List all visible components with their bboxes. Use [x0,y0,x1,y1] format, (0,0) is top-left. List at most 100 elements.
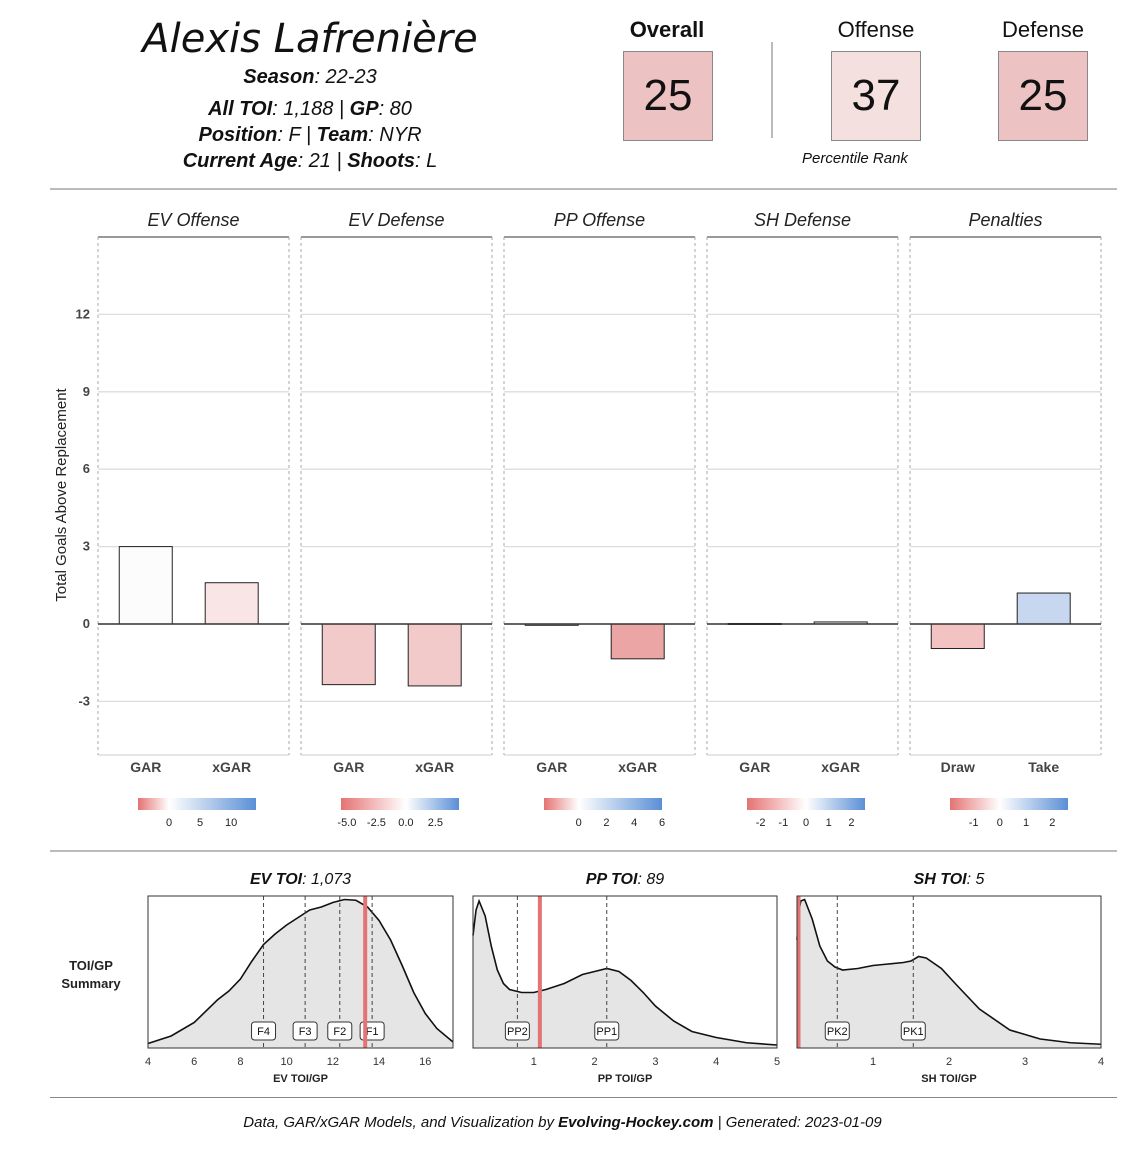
gp-label: GP [349,98,379,120]
density-area [473,901,777,1048]
row-label: Summary [61,976,121,991]
y-tick-label: 3 [83,539,90,554]
toi-label: All TOI [208,98,273,120]
footer-credit: Data, GAR/xGAR Models, and Visualization… [0,1114,1125,1131]
legend-tick-label: 1 [826,817,832,829]
panel-title-value: : 5 [967,871,985,888]
legend-tick-label: 6 [659,817,665,829]
bar [930,623,985,650]
bar [610,623,665,660]
age-value: : 21 | [297,150,348,172]
team-value: : NYR [368,124,422,146]
density-line [472,898,778,1046]
offense-score: 37 [831,51,921,141]
line-marker-box [594,1021,620,1041]
line-marker-label: F4 [257,1026,270,1038]
category-label: GAR [130,759,161,775]
line-marker-label: PP1 [596,1026,617,1038]
density-area [148,899,453,1048]
line-marker-label: F1 [366,1026,379,1038]
footer-divider [50,1097,1117,1098]
player-name: Alexis Lafrenière [142,16,478,62]
gp-value: : 80 [378,98,412,120]
x-tick-label: 8 [237,1056,243,1068]
density-line [796,898,1102,1046]
panel-title: EV Offense [147,210,239,230]
position-label: Position [198,124,278,146]
toi-density-chart: TOI/GP Summary EV TOI: 1,073 F4 F3 F2 F1 4 6 8 10 1… [61,871,1104,1085]
x-tick-label: 5 [774,1056,780,1068]
legend-tick-label: 2.5 [428,817,443,829]
x-axis-label: SH TOI/GP [921,1073,976,1085]
score-divider [771,42,773,138]
category-label: Take [1028,759,1059,775]
overall-label: Overall [629,17,705,42]
category-label: xGAR [821,759,860,775]
category-label: xGAR [618,759,657,775]
panel-title-label: SH TOI [914,871,968,888]
legend-tick-label: 2 [1049,817,1055,829]
line-marker-label: PP2 [507,1026,528,1038]
x-tick-label: 3 [1022,1056,1028,1068]
legend-tick-label: 0 [576,817,582,829]
x-tick-label: 12 [327,1056,339,1068]
y-tick-label: 0 [83,616,90,631]
gar-bar-chart: Total Goals Above Replacement129630-3EV … [53,210,1102,829]
bar [407,623,462,687]
x-tick-label: 10 [281,1056,293,1068]
x-tick-label: 6 [191,1056,197,1068]
line-marker-box [824,1021,850,1041]
season-label: Season [243,66,315,88]
season-value: : 22-23 [314,66,377,88]
y-tick-label: 6 [83,461,90,476]
x-tick-label: 4 [713,1056,719,1068]
panel-title: EV TOI: 1,073 [250,871,351,888]
line-marker-label: F3 [299,1026,312,1038]
line-marker-box [900,1021,926,1041]
panel-title-label: PP TOI [586,871,638,888]
category-label: GAR [333,759,364,775]
position-line: Position: F | Team: NYR [100,124,520,147]
shoots-label: Shoots [347,150,416,172]
panel-title-value: : 89 [637,871,664,888]
y-axis-label: Total Goals Above Replacement [53,387,70,601]
line-marker-box [327,1021,353,1041]
season-line: Season: 22-23 [100,66,520,89]
legend-tick-label: 0 [997,817,1003,829]
legend-tick-label: 2 [848,817,854,829]
legend-tick-label: -1 [969,817,979,829]
legend-tick-label: 1 [1023,817,1029,829]
legend-tick-label: 0 [803,817,809,829]
panel-title-label: EV TOI [250,871,303,888]
chart-divider [50,850,1117,852]
panel-title: SH TOI: 5 [914,871,985,888]
panel-title-value: : 1,073 [302,871,351,888]
legend-tick-label: 0.0 [398,817,413,829]
bar [118,546,173,625]
panel-frame [796,895,1102,1049]
legend-tick-label: 0 [166,817,172,829]
line-marker-label: PK1 [903,1026,924,1038]
category-label: GAR [739,759,770,775]
legend-tick-label: 10 [225,817,237,829]
category-label: GAR [536,759,567,775]
team-label: Team [316,124,369,146]
legend-tick-label: -2.5 [367,817,386,829]
legend-tick-label: -5.0 [337,817,356,829]
footer-prefix: Data, GAR/xGAR Models, and Visualization… [243,1114,559,1131]
color-legend-bar [544,798,662,810]
panel-title: Penalties [968,210,1042,230]
overall-score: 25 [623,51,713,141]
x-axis-label: EV TOI/GP [273,1073,328,1085]
age-label: Current Age [182,150,298,172]
x-tick-label: 2 [946,1056,952,1068]
legend-tick-label: -1 [778,817,788,829]
bar [321,623,376,686]
y-tick-label: -3 [78,693,90,708]
toi-value: : 1,188 | [272,98,350,120]
density-line [147,898,454,1045]
percentile-rank-label: Percentile Rank [802,150,908,167]
toi-line: All TOI: 1,188 | GP: 80 [100,98,520,121]
line-marker-box [292,1021,318,1041]
line-marker-label: PK2 [827,1026,848,1038]
